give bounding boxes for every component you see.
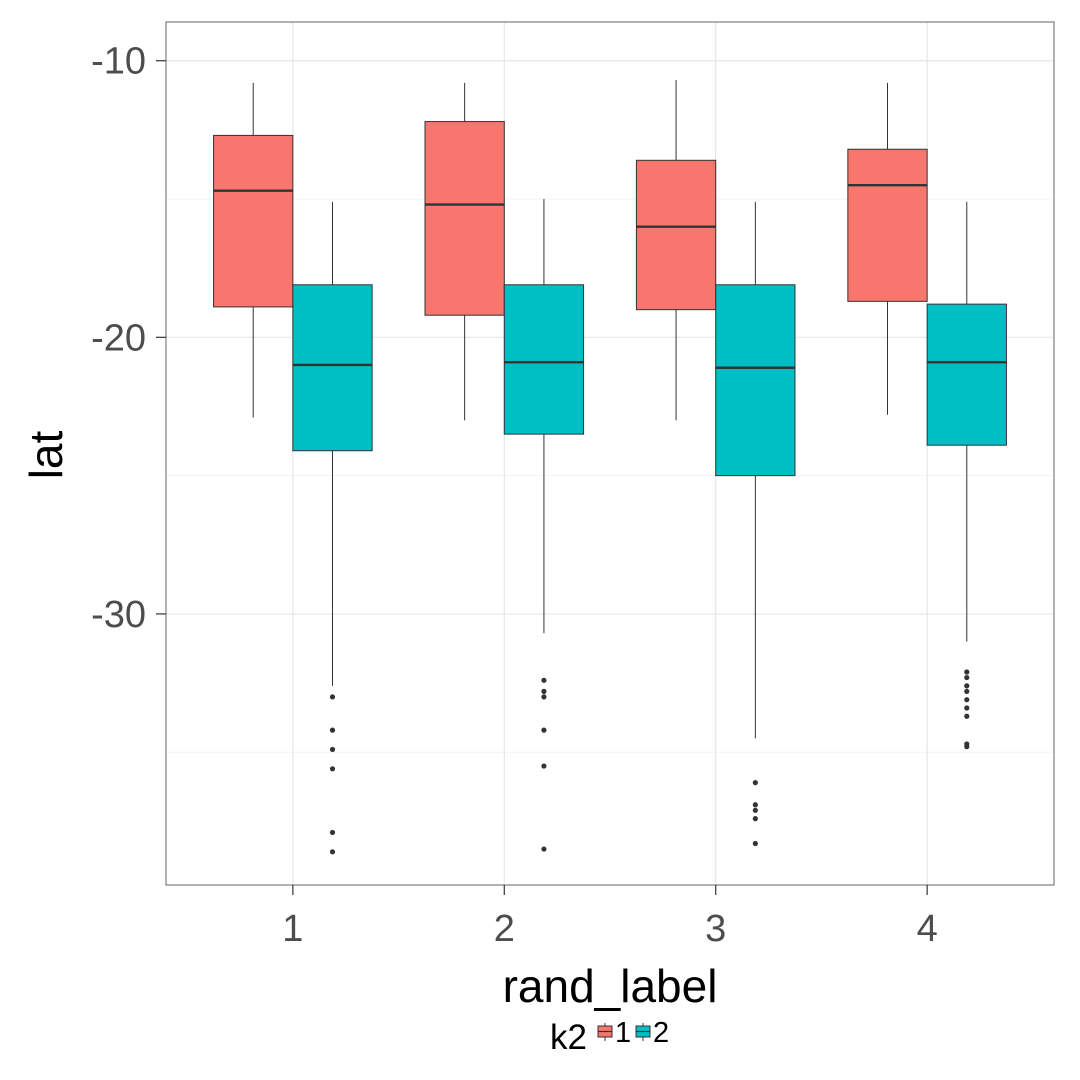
y-tick-label: -10 <box>91 41 146 83</box>
legend-label: 2 <box>653 1017 669 1049</box>
legend: k2 1 2 <box>550 1017 669 1057</box>
box-body <box>926 303 1007 446</box>
box-body <box>503 284 585 435</box>
outlier-point <box>329 727 336 733</box>
x-tick-label: 4 <box>917 908 938 950</box>
outlier-point <box>964 697 970 703</box>
box-body <box>213 134 294 308</box>
y-axis-title: lat <box>20 430 72 479</box>
axes: -10 -20 -30 1 2 3 4 <box>91 41 938 950</box>
outlier-point <box>964 744 970 750</box>
outlier-point <box>329 746 336 753</box>
outlier-point <box>541 688 547 694</box>
x-tick-label: 2 <box>494 908 515 950</box>
outlier-point <box>541 677 547 683</box>
outlier-point <box>752 807 758 813</box>
outlier-point <box>329 694 336 700</box>
outlier-point <box>964 669 970 675</box>
box-3-series-2 <box>715 201 796 847</box>
box-2-series-1 <box>424 82 505 421</box>
outlier-point <box>541 694 547 700</box>
panel-border <box>165 21 1055 886</box>
outlier-point <box>541 727 547 733</box>
outlier-point <box>329 766 336 772</box>
outlier-point <box>752 780 758 786</box>
outlier-point <box>964 713 970 719</box>
outlier-point <box>541 846 547 852</box>
legend-title: k2 <box>550 1018 587 1057</box>
legend-item-1: 1 <box>597 1017 631 1049</box>
outlier-point <box>964 688 970 694</box>
box-4-series-1 <box>847 82 928 415</box>
box-4-series-2 <box>926 201 1007 750</box>
x-tick-label: 3 <box>705 908 726 950</box>
box-body <box>715 284 796 477</box>
outlier-point <box>329 849 336 855</box>
outlier-point <box>541 763 547 769</box>
box-body <box>847 148 928 302</box>
box-body <box>635 159 717 311</box>
legend-item-2: 2 <box>635 1017 669 1049</box>
y-tick-label: -30 <box>91 594 146 636</box>
plot-area <box>213 80 1007 855</box>
x-tick-label: 1 <box>282 908 303 950</box>
legend-label: 1 <box>615 1017 631 1049</box>
box-3-series-1 <box>635 80 717 421</box>
x-axis-title: rand_label <box>503 960 718 1012</box>
box-2-series-2 <box>503 199 585 852</box>
outlier-point <box>964 705 970 711</box>
box-1-series-2 <box>292 201 373 855</box>
y-tick-label: -20 <box>91 317 146 359</box>
box-1-series-1 <box>213 82 294 418</box>
outlier-point <box>752 816 758 822</box>
outlier-point <box>752 802 758 808</box>
outlier-point <box>964 674 970 681</box>
box-body <box>292 284 373 452</box>
outlier-point <box>329 829 336 836</box>
box-body <box>424 121 505 316</box>
outlier-point <box>964 683 970 689</box>
outlier-point <box>752 840 758 847</box>
